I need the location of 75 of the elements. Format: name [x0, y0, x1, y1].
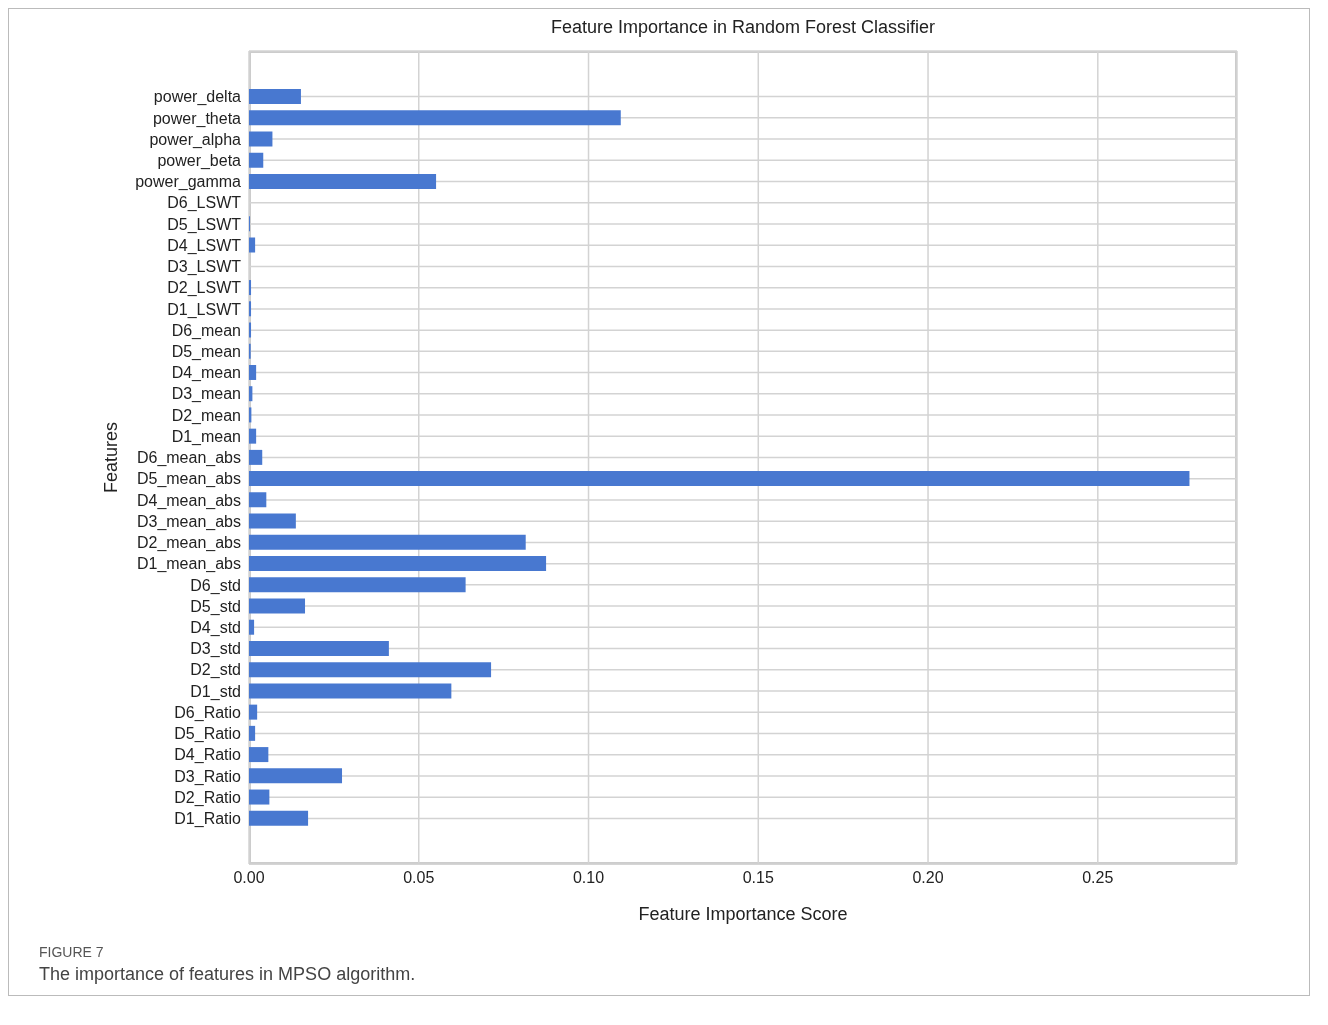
- x-tick-label: 0.00: [233, 869, 265, 887]
- bar: [249, 492, 267, 508]
- y-tick-label: power_gamma: [135, 173, 242, 192]
- bar: [249, 598, 306, 614]
- bar: [249, 810, 309, 826]
- x-axis-title: Feature Importance Score: [638, 904, 848, 924]
- x-tick-label: 0.10: [572, 869, 605, 887]
- y-tick-label: D4_std: [190, 619, 241, 638]
- y-tick-label: D4_LSWT: [167, 236, 242, 255]
- bar: [249, 237, 256, 253]
- bar: [249, 789, 270, 805]
- y-tick-label: D4_mean: [171, 364, 241, 383]
- y-tick-label: D1_mean: [171, 427, 241, 446]
- x-tick-label: 0.05: [403, 869, 435, 887]
- bar: [249, 619, 255, 635]
- y-tick-label: D1_LSWT: [167, 300, 242, 319]
- caption: FIGURE 7: [39, 944, 105, 960]
- bar: [249, 640, 389, 656]
- y-tick-label: D6_std: [190, 576, 241, 595]
- y-tick-label: D3_std: [190, 640, 241, 659]
- bar: [249, 280, 252, 296]
- bar: [249, 110, 621, 126]
- bar: [249, 768, 343, 784]
- y-tick-label: D6_LSWT: [167, 194, 242, 213]
- bar: [249, 662, 492, 678]
- y-axis-title: Features: [101, 421, 122, 494]
- bar: [249, 428, 257, 444]
- bar: [249, 556, 547, 572]
- y-tick-label: D6_mean: [171, 321, 241, 340]
- y-tick-label: power_delta: [153, 88, 242, 107]
- y-tick-label: D3_LSWT: [167, 258, 242, 277]
- y-tick-label: D1_Ratio: [174, 810, 242, 829]
- bar: [249, 322, 252, 338]
- y-tick-label: D3_mean_abs: [136, 512, 241, 531]
- y-tick-label: power_beta: [157, 151, 242, 170]
- bar: [249, 577, 466, 593]
- bar: [249, 131, 273, 147]
- bar: [249, 534, 526, 550]
- y-tick-label: D1_std: [190, 682, 241, 701]
- y-tick-label: power_alpha: [149, 130, 242, 149]
- y-tick-label: D4_Ratio: [174, 746, 242, 765]
- y-tick-label: D3_mean: [171, 385, 241, 404]
- chart-title: Feature Importance in Random Forest Classifier: [549, 17, 937, 39]
- y-tick-label: D5_std: [190, 597, 241, 616]
- y-tick-label: D1_mean_abs: [136, 555, 241, 574]
- y-tick-label: D5_LSWT: [167, 215, 242, 234]
- x-tick-label: 0.15: [742, 869, 774, 887]
- y-tick-label: D5_mean: [171, 343, 241, 362]
- y-tick-label: D2_Ratio: [174, 788, 242, 807]
- bar: [249, 364, 257, 380]
- y-tick-label: D4_mean_abs: [136, 491, 241, 510]
- bar: [249, 449, 263, 465]
- bar: [249, 471, 1190, 487]
- bar: [249, 152, 264, 168]
- y-tick-label: D2_mean_abs: [136, 534, 241, 553]
- y-tick-label: power_theta: [152, 109, 242, 128]
- bar: [249, 513, 296, 529]
- bar: [249, 704, 258, 720]
- y-tick-label: D3_Ratio: [174, 767, 242, 786]
- y-tick-label: D5_mean_abs: [136, 470, 241, 489]
- x-tick-label: 0.20: [912, 869, 944, 887]
- bar: [249, 683, 452, 699]
- y-tick-label: D2_LSWT: [167, 279, 242, 298]
- x-tick-label: 0.25: [1082, 869, 1114, 887]
- y-tick-label: D6_mean_abs: [136, 449, 241, 468]
- bar: [249, 173, 437, 189]
- bar: [249, 725, 256, 741]
- bar: [249, 301, 252, 317]
- bar: [249, 89, 301, 104]
- y-tick-label: D5_Ratio: [174, 725, 242, 744]
- y-tick-label: D2_mean: [171, 406, 241, 425]
- text: The importance of features in MPSO algorithm.: [39, 964, 417, 985]
- y-tick-label: D2_std: [190, 661, 241, 680]
- y-tick-label: D6_Ratio: [174, 703, 242, 722]
- bar: [249, 747, 269, 763]
